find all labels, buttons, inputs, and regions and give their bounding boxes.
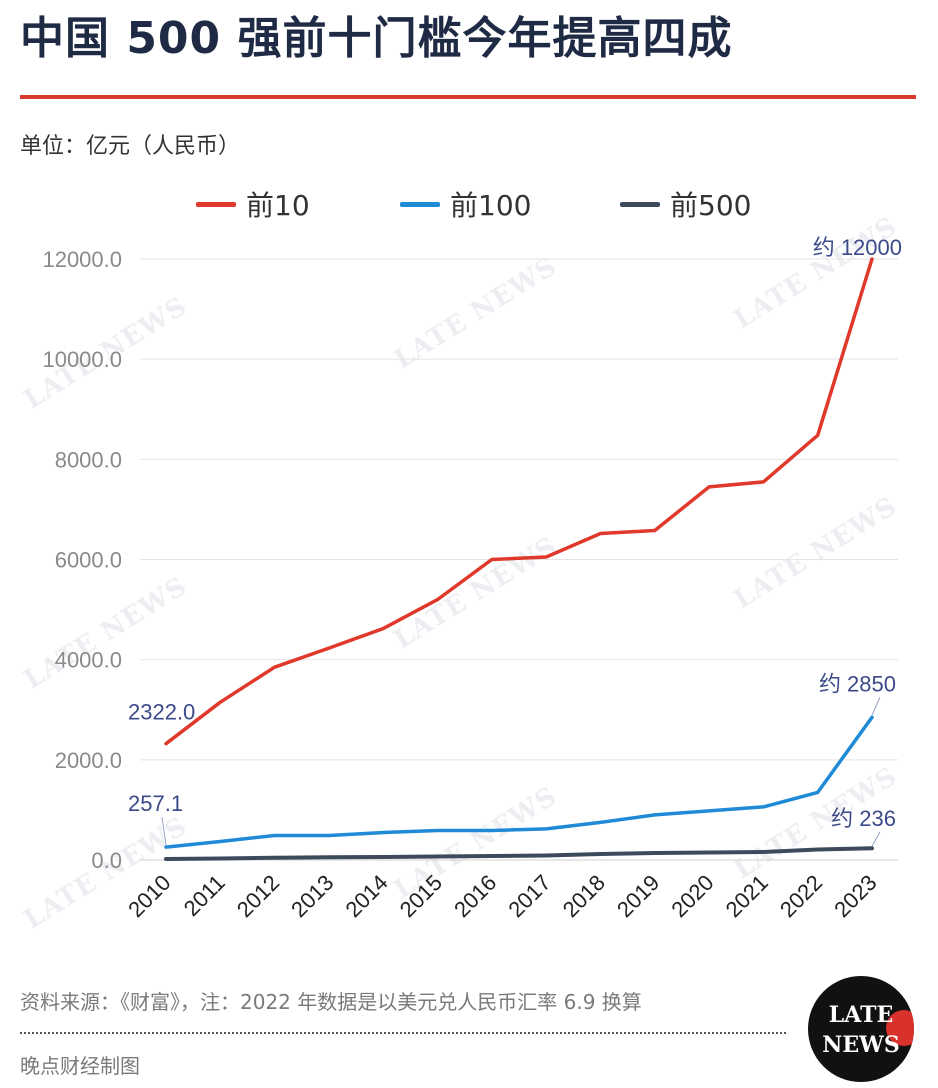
y-tick-label: 0.0 (91, 848, 122, 873)
x-tick-label: 2013 (286, 870, 338, 922)
legend-label-top100: 前100 (450, 189, 532, 222)
series-line-top500 (164, 846, 874, 861)
watermark-text: LATE NEWS (389, 531, 562, 655)
y-tick-label: 10000.0 (42, 347, 122, 372)
annotation-leader (871, 831, 881, 847)
watermark-text: LATE NEWS (19, 571, 192, 695)
annotation-leader (871, 697, 881, 716)
legend-item-top10: 前10 (196, 184, 310, 224)
x-tick-label: 2016 (449, 870, 501, 922)
credit-text: 晚点财经制图 (20, 1054, 140, 1078)
y-tick-label: 4000.0 (55, 648, 122, 673)
x-tick-label: 2010 (123, 870, 175, 922)
legend-item-top100: 前100 (400, 184, 531, 224)
watermark-text: LATE NEWS (729, 211, 902, 335)
source-note: 资料来源：《财富》，注：2022 年数据是以美元兑人民币汇率 6.9 换算 (20, 990, 642, 1014)
x-tick-label: 2011 (179, 870, 230, 921)
x-tick-label: 2012 (232, 870, 284, 922)
x-tick-label: 2020 (666, 870, 718, 922)
x-axis-ticks: 2010 2011 2012 2013 2014 2015 2016 2017 2018 2019… (123, 870, 881, 922)
watermark-text: LATE NEWS (729, 491, 902, 615)
x-tick-label: 2014 (340, 870, 392, 922)
y-tick-label: 12000.0 (42, 247, 122, 272)
x-tick-label: 2021 (721, 870, 773, 922)
series-line-top10 (164, 257, 874, 746)
line-chart: LATE NEWS LATE NEWS LATE NEWS LATE NEWS LATE… (19, 211, 902, 935)
chart-title: 中国 500 强前十门槛今年提高四成 (20, 13, 733, 64)
data-label: 约 2850 (819, 671, 896, 696)
logo-text-line1: LATE (828, 1002, 894, 1028)
series-line-top100 (164, 715, 874, 849)
logo-text-line2: NEWS (822, 1032, 900, 1058)
x-tick-label: 2023 (829, 870, 881, 922)
logo-red-dot (886, 1010, 914, 1046)
unit-label: 单位：亿元（人民币） (20, 134, 241, 159)
y-tick-label: 6000.0 (55, 548, 122, 573)
data-label: 257.1 (128, 791, 183, 816)
data-label: 2322.0 (128, 700, 195, 725)
watermark-text: LATE NEWS (389, 251, 562, 375)
x-tick-label: 2019 (612, 870, 664, 922)
y-axis-ticks: 0.0 2000.0 4000.0 6000.0 8000.0 10000.0 12000.… (42, 247, 122, 873)
footer-divider (20, 1032, 786, 1034)
data-annotations: 2322.0 约 12000 257.1 约 2850 约 236 (128, 235, 902, 847)
legend-label-top10: 前10 (246, 189, 310, 222)
legend-swatch-top10 (196, 201, 236, 207)
series-lines (164, 257, 874, 861)
late-news-logo: LATE NEWS (808, 976, 914, 1082)
watermark-text: LATE NEWS (19, 811, 192, 935)
y-tick-label: 2000.0 (55, 748, 122, 773)
x-tick-label: 2022 (775, 870, 827, 922)
x-tick-label: 2017 (503, 870, 555, 922)
watermark-layer: LATE NEWS LATE NEWS LATE NEWS LATE NEWS LATE… (19, 211, 902, 935)
legend-swatch-top500 (620, 201, 660, 207)
legend-item-top500: 前500 (620, 184, 751, 224)
x-tick-label: 2018 (558, 870, 610, 922)
legend-label-top500: 前500 (670, 189, 752, 222)
data-label: 约 236 (831, 806, 896, 831)
legend-swatch-top100 (400, 201, 440, 207)
data-label: 约 12000 (813, 235, 902, 260)
title-divider (20, 95, 916, 99)
y-tick-label: 8000.0 (55, 447, 122, 472)
annotation-leader (161, 817, 167, 846)
